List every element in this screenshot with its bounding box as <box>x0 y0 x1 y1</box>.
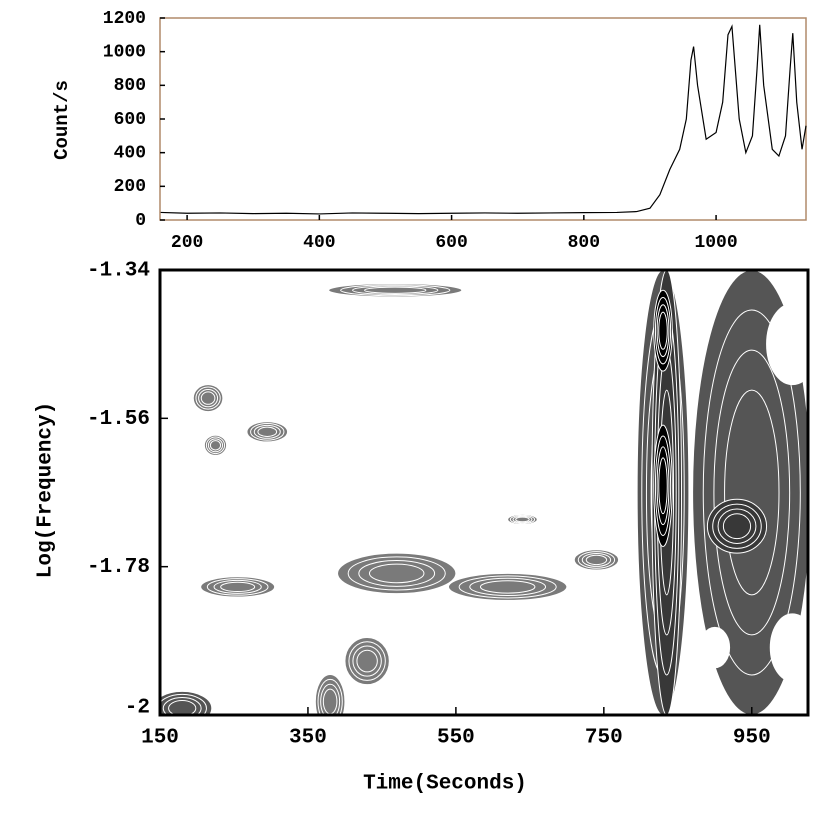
contour-region <box>479 580 536 594</box>
contour-region <box>781 631 804 664</box>
y-tick-label: 1200 <box>103 9 146 29</box>
plot-frame <box>158 268 810 717</box>
y-tick-label: -1.78 <box>87 556 150 579</box>
y-tick-label: -2 <box>125 697 150 720</box>
contour-field <box>160 270 808 715</box>
y-tick-label: 200 <box>114 177 146 197</box>
contour-region <box>585 554 608 566</box>
contour-region <box>515 516 530 523</box>
x-tick-label: 550 <box>437 727 475 750</box>
contour-region <box>220 581 256 593</box>
x-tick-label: 750 <box>585 727 623 750</box>
contour-region <box>658 311 668 350</box>
y-tick-label: 1000 <box>103 42 146 62</box>
x-tick-label: 350 <box>289 727 327 750</box>
contour-region <box>209 440 222 451</box>
y-tick-label: 400 <box>114 143 146 163</box>
y-axis-label: Count/s <box>51 80 73 160</box>
contour-region <box>364 286 427 294</box>
plot-frame <box>159 17 807 221</box>
y-tick-label: -1.34 <box>87 260 150 283</box>
contour-region <box>707 637 723 658</box>
x-axis-label: Time(Seconds) <box>363 773 527 796</box>
contour-region <box>168 700 197 715</box>
x-tick-label: 800 <box>568 233 600 253</box>
contour-region <box>322 688 338 715</box>
contour-region <box>724 389 780 596</box>
x-tick-label: 950 <box>733 727 771 750</box>
contour-region <box>257 426 278 437</box>
contour-region <box>780 325 805 364</box>
x-tick-label: 600 <box>435 233 467 253</box>
y-tick-label: 800 <box>114 76 146 96</box>
contour-region <box>356 649 378 673</box>
y-tick-label: 0 <box>135 211 146 231</box>
y-tick-label: 600 <box>114 110 146 130</box>
contour-region <box>658 457 668 515</box>
x-tick-label: 200 <box>171 233 203 253</box>
x-tick-label: 400 <box>303 233 335 253</box>
light-curve <box>160 24 807 215</box>
y-tick-label: -1.56 <box>87 408 150 431</box>
contour-region <box>722 513 752 540</box>
contour-region <box>368 563 425 584</box>
x-tick-label: 150 <box>141 727 179 750</box>
x-tick-label: 1000 <box>694 233 737 253</box>
contour-region <box>200 391 216 405</box>
y-axis-label: Log(Frequency) <box>35 402 58 578</box>
